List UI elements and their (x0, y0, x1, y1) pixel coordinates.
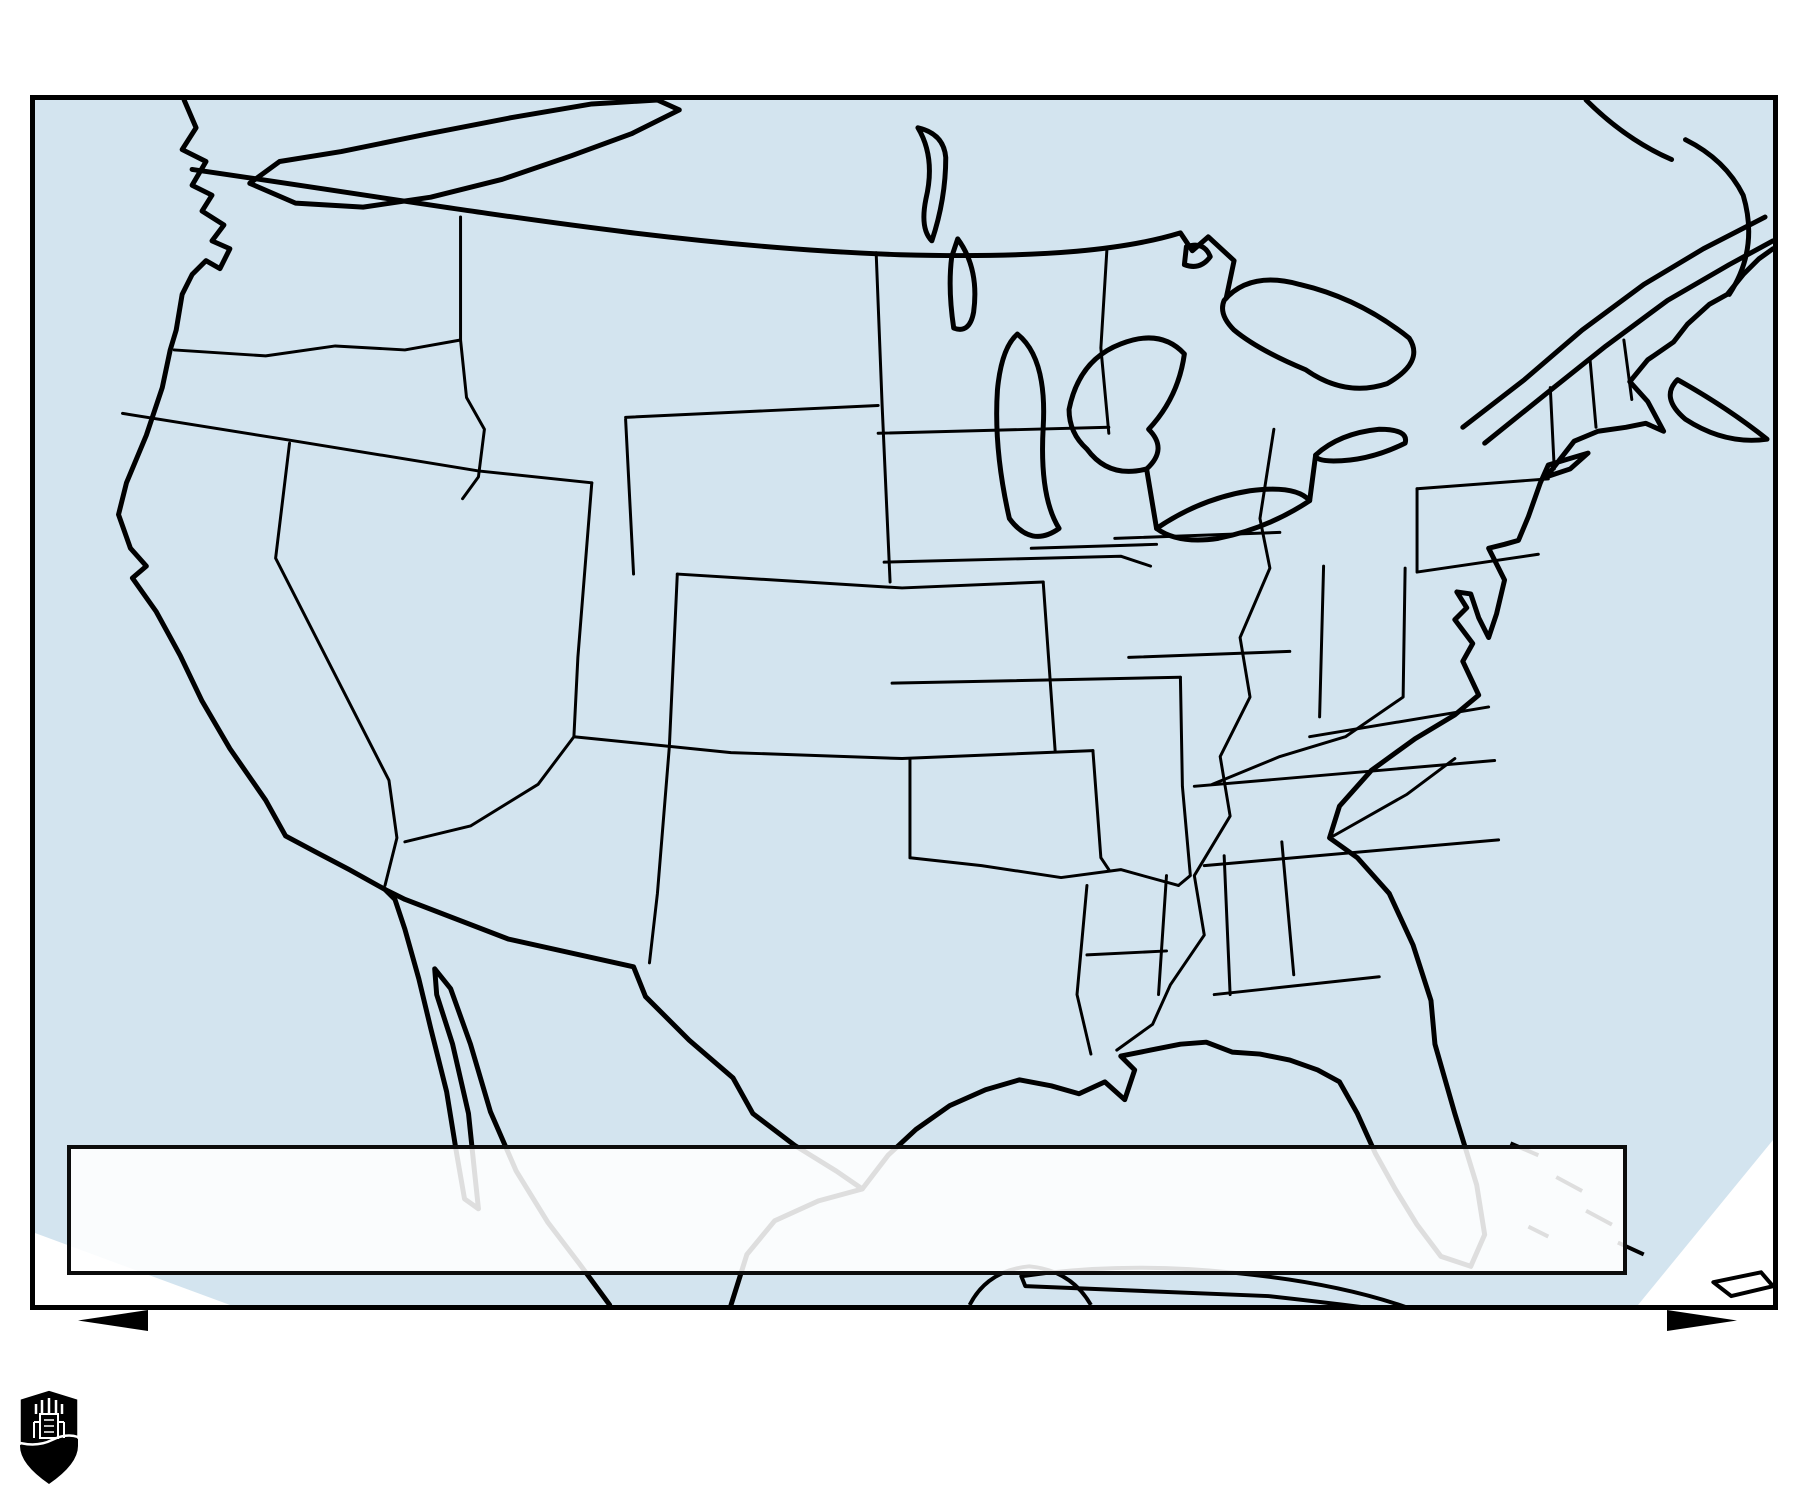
niu-swoosh (19, 1434, 79, 1446)
colorbar-outline (78, 1310, 1737, 1331)
castle-icon (33, 1398, 65, 1439)
stp-heatmap-canvas (35, 100, 1773, 1305)
state-border-paths (121, 215, 1634, 1056)
niu-logo (19, 1389, 79, 1485)
great-lakes-outlines (915, 125, 1417, 543)
colorbar-left-arrow (78, 1310, 148, 1331)
colorbar-right-arrow (1667, 1310, 1737, 1331)
valid-run-info-box (67, 1145, 1627, 1275)
basemap-outlines (116, 100, 1773, 1305)
niu-shield-bottom (20, 1437, 78, 1484)
colorbar (78, 1310, 1737, 1331)
map-panel (30, 95, 1778, 1310)
coastline-paths (116, 100, 1773, 1305)
